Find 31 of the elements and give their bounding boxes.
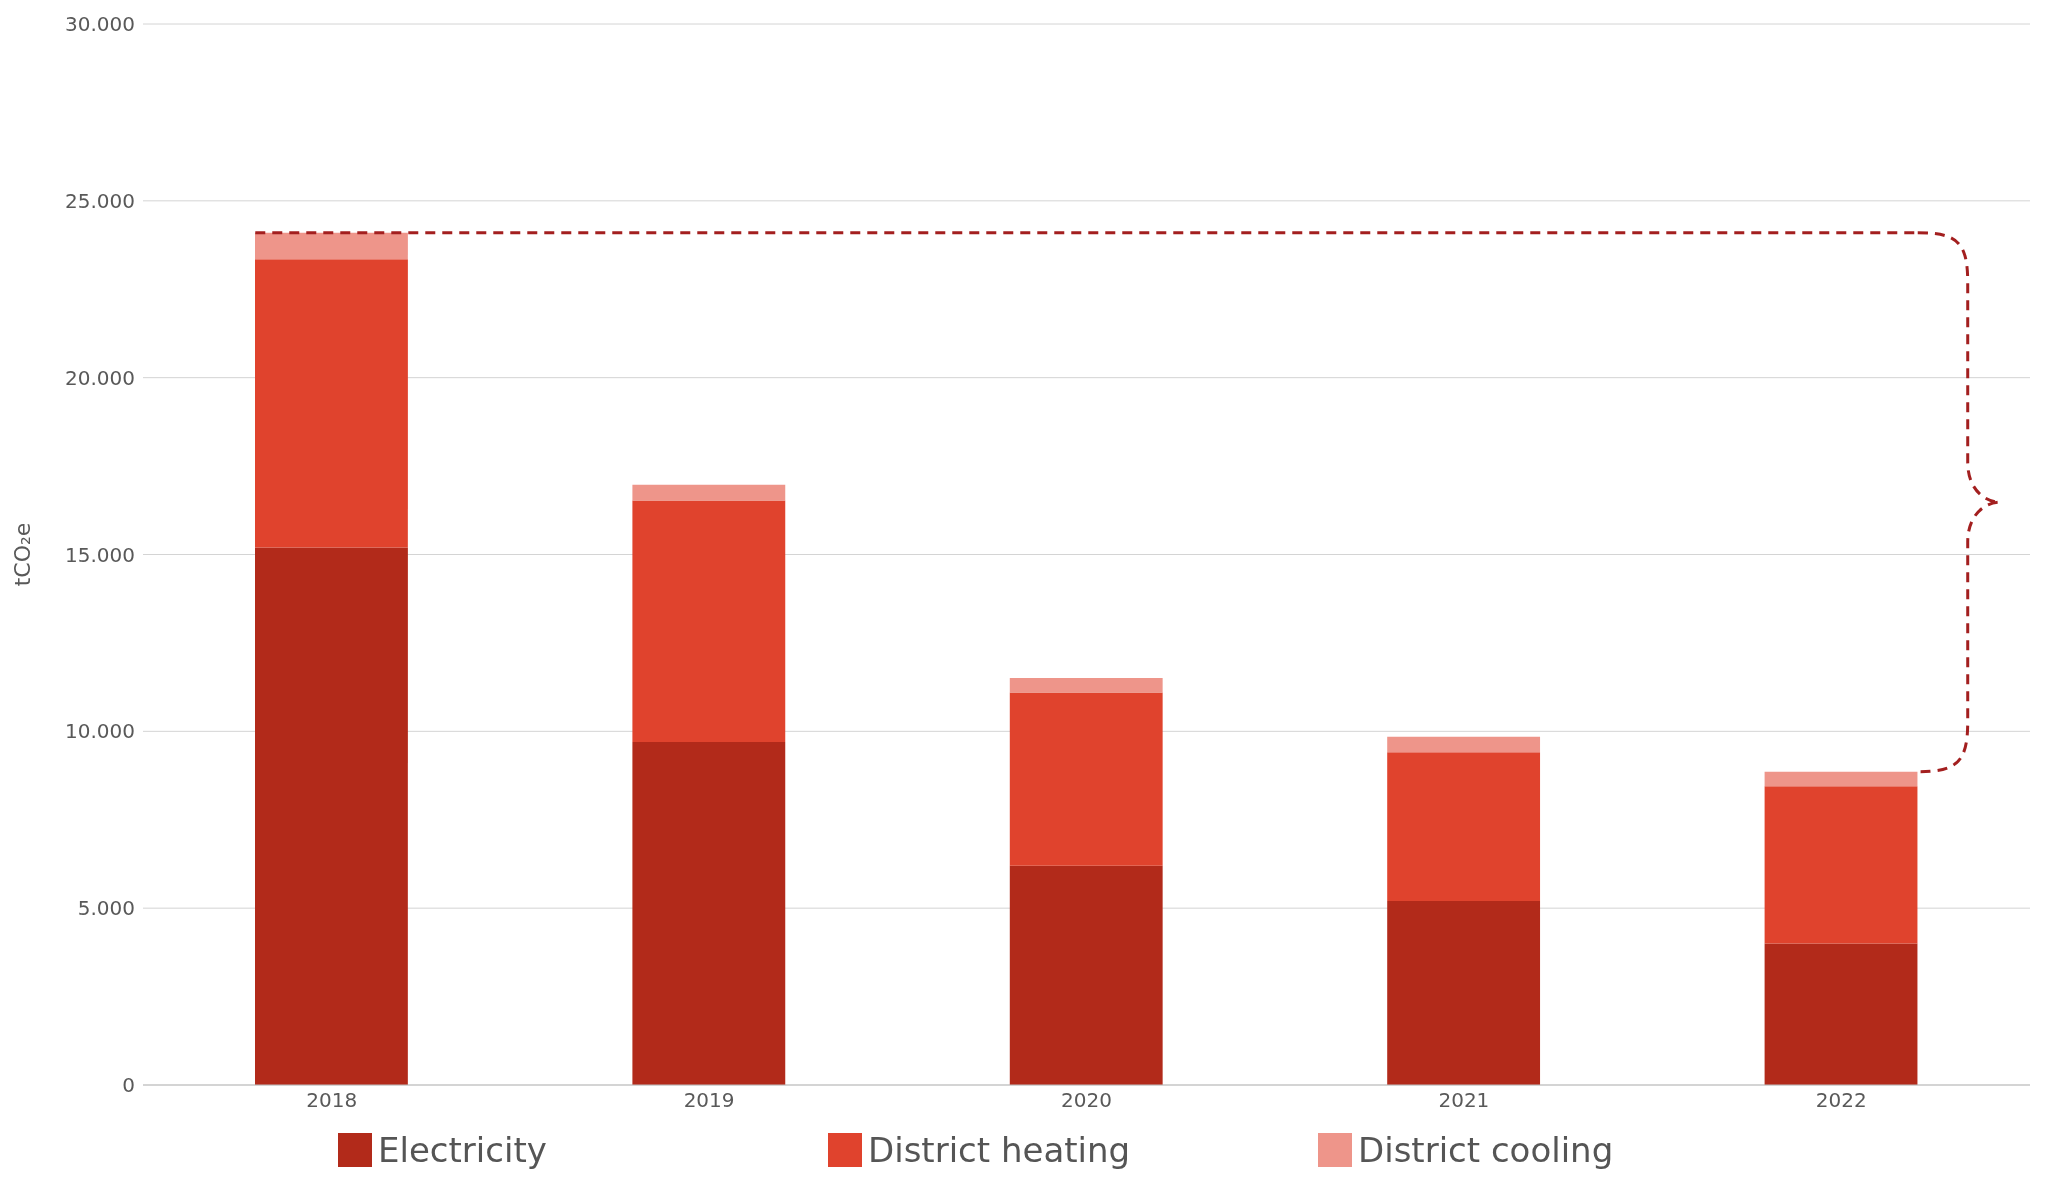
bar (255, 547, 408, 1085)
bar (1387, 901, 1541, 1085)
y-tick-label: 15.000 (65, 542, 135, 567)
x-tick-label: 2020 (1061, 1088, 1112, 1113)
y-axis-title: tCO₂e (9, 522, 35, 587)
bar (1764, 943, 1918, 1085)
bar (1764, 771, 1918, 787)
y-tick-label: 0 (122, 1073, 135, 1098)
bar (1009, 865, 1163, 1085)
bar (632, 741, 786, 1085)
x-tick-label: 2021 (1438, 1088, 1490, 1113)
y-tick-label: 20.000 (65, 365, 135, 390)
x-tick-label: 2018 (306, 1088, 358, 1113)
y-tick-label: 5.000 (77, 896, 135, 921)
y-tick-label: 30.000 (65, 12, 135, 37)
bar (1009, 677, 1163, 693)
bar (632, 500, 786, 742)
bar (255, 259, 408, 548)
y-tick-label: 25.000 (65, 188, 135, 213)
x-tick-label: 2019 (683, 1088, 735, 1113)
bar (1387, 752, 1541, 902)
bar (255, 232, 408, 260)
bar (1009, 692, 1163, 866)
x-tick-label: 2022 (1815, 1088, 1867, 1113)
bar (1764, 786, 1918, 944)
legend-label: District cooling (1358, 1130, 1614, 1170)
y-tick-label: 10.000 (65, 719, 135, 744)
legend-label: Electricity (378, 1130, 547, 1170)
bar (632, 484, 786, 501)
legend-label: District heating (868, 1130, 1131, 1170)
bar (1387, 736, 1541, 753)
